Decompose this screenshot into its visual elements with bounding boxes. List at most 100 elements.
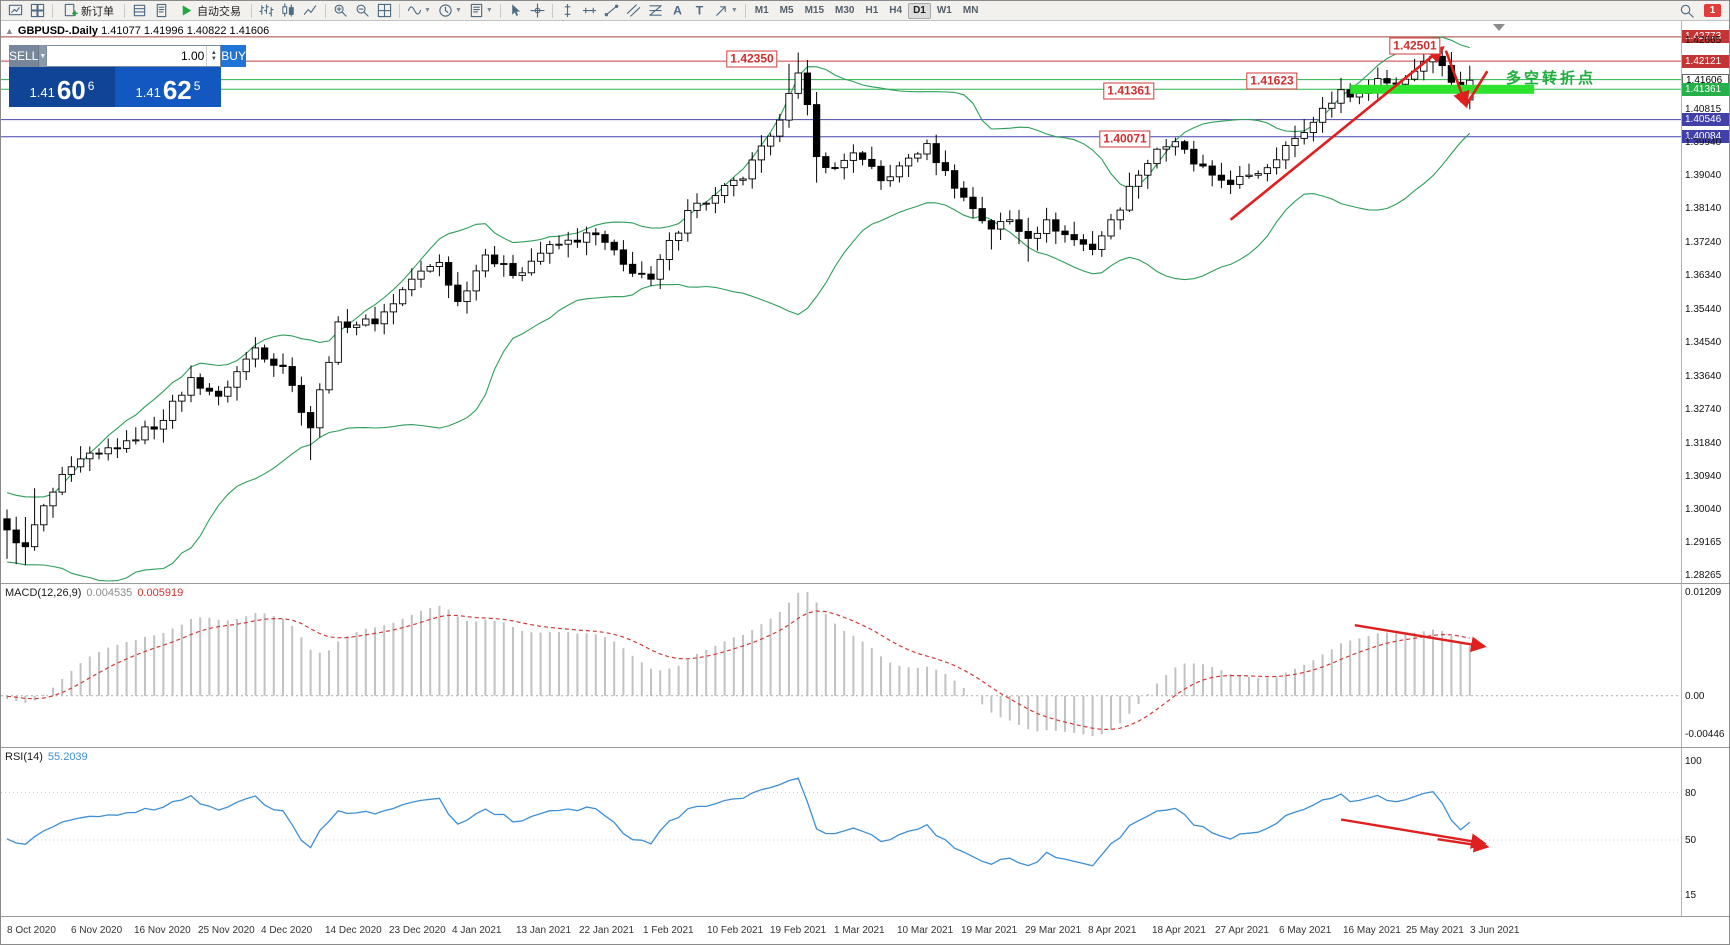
price-callout-label[interactable]: 1.42501 [1389,37,1441,55]
price-callout-label[interactable]: 1.42350 [726,50,778,68]
price-tick: 1.30940 [1685,471,1722,482]
candle [711,195,720,204]
volume-input[interactable] [47,46,207,66]
candle [141,426,149,441]
templates-icon[interactable]: ▼ [466,2,496,20]
order-type-dropdown[interactable]: ▼ [38,45,47,67]
annotation-text[interactable]: 多空转折点 [1506,70,1597,87]
trend-arrow[interactable] [1464,70,1489,106]
timeframe-m5-button[interactable]: M5 [775,3,799,19]
macd-axis: 0.01209 0.00 -0.00446 [1681,584,1729,747]
price-callout-label[interactable]: 1.41361 [1103,82,1155,100]
date-label: 13 Jan 2021 [516,925,572,936]
rsi-pane[interactable]: RSI(14) 55.2039 100 80 50 15 [1,747,1729,916]
price-tick: 1.28265 [1685,570,1722,581]
price-callout-label[interactable]: 1.40071 [1099,130,1151,148]
date-label: 3 Jun 2021 [1470,925,1520,936]
macd-trend-arrow[interactable] [1354,624,1487,653]
candle [1318,107,1327,123]
price-level-badge: 1.40084 [1682,130,1729,143]
date-label: 10 Feb 2021 [707,925,764,936]
candle [1190,148,1198,165]
tile-windows-icon[interactable] [27,2,48,20]
candle [1116,209,1124,221]
periods-icon[interactable]: ▼ [435,2,465,20]
indicators-icon[interactable]: ▼ [404,2,434,20]
candle [1236,175,1244,185]
autotrading-button[interactable]: 自动交易 [173,2,247,20]
candle [1024,230,1032,239]
date-label: 8 Apr 2021 [1088,925,1137,936]
buy-price[interactable]: 1.41 62 5 [115,67,221,107]
zoom-in-icon[interactable] [330,2,351,20]
rsi-trend-arrow[interactable] [1340,818,1487,849]
price-level-badge: 1.40546 [1682,113,1729,126]
channel-icon[interactable] [623,2,644,20]
text-tool-icon[interactable]: A [667,2,688,20]
chart-window-icon[interactable] [5,2,26,20]
data-window-icon[interactable] [151,2,172,20]
timeframe-w1-button[interactable]: W1 [932,3,957,19]
toolbar-buttons: 新订单 自动交易 ▼ ▼ ▼ A T ▼ M1 M5 M15 M30 H1 H4 D1 W1 MN [5,1,983,20]
vertical-line-icon[interactable] [557,2,578,20]
candle-chart-icon[interactable] [278,2,299,20]
candle [316,389,324,429]
date-label: 25 Nov 2020 [198,925,255,936]
timeframe-h1-button[interactable]: H1 [860,3,883,19]
rsi-tick: 100 [1685,756,1702,767]
line-chart-icon[interactable] [300,2,321,20]
rsi-tick: 15 [1685,890,1697,901]
candle [720,185,729,197]
zoom-out-icon[interactable] [352,2,373,20]
arrows-tool-icon[interactable]: ▼ [711,2,741,20]
timeframe-m1-button[interactable]: M1 [750,3,774,19]
cursor-icon[interactable] [505,2,526,20]
date-axis: 8 Oct 2020 6 Nov 2020 16 Nov 2020 25 Nov 20… [1,916,1729,944]
candle [362,318,370,326]
search-icon[interactable] [1673,1,1699,21]
label-tool-icon[interactable]: T [689,2,710,20]
candle [914,153,922,159]
volume-spinner[interactable]: ▲ ▼ [206,46,220,66]
trend-arrow[interactable] [1444,50,1470,109]
candle [426,266,434,272]
trendline-icon[interactable] [601,2,622,20]
auto-arrange-icon[interactable] [374,2,395,20]
chart-shift-marker[interactable] [1493,24,1505,31]
notification-badge[interactable]: 1 [1704,4,1721,17]
sell-button[interactable]: SELL [9,45,39,67]
timeframe-m15-button[interactable]: M15 [800,3,829,19]
timeframe-d1-button[interactable]: D1 [908,2,931,19]
rsi-chart[interactable] [1,748,1684,916]
timeframe-m30-button[interactable]: M30 [830,3,859,19]
support-zone-highlight[interactable] [1350,84,1535,94]
candlestick-chart[interactable] [1,21,1684,583]
trend-arrow[interactable] [1229,45,1445,221]
timeframe-h4-button[interactable]: H4 [884,3,907,19]
candle [628,263,637,274]
candle [490,254,499,265]
sell-price[interactable]: 1.41 60 6 [9,67,115,107]
candle [555,243,563,246]
candle [674,232,683,241]
crosshair-icon[interactable] [527,2,548,20]
fibonacci-icon[interactable] [645,2,666,20]
toolbar-separator [325,3,326,18]
price-chart-pane[interactable]: ▲ GBPUSD-.Daily 1.41077 1.41996 1.40822 1… [1,21,1729,583]
macd-pane[interactable]: MACD(12,26,9) 0.004535 0.005919 0.01209 0.0… [1,583,1729,747]
bar-chart-icon[interactable] [256,2,277,20]
timeframe-mn-button[interactable]: MN [958,3,984,19]
price-callout-label[interactable]: 1.41623 [1246,72,1298,90]
toolbar-separator [52,3,53,18]
macd-chart[interactable] [1,584,1684,747]
horizontal-line-icon[interactable] [579,2,600,20]
buy-button[interactable]: BUY [221,45,246,67]
collapse-arrow-icon[interactable]: ▲ [5,26,14,36]
market-depth-icon[interactable] [129,2,150,20]
date-label: 19 Feb 2021 [770,925,827,936]
rsi-trend-arrow[interactable] [1437,837,1490,853]
candle [463,290,471,302]
candle [776,119,784,137]
date-label: 6 May 2021 [1279,925,1332,936]
new-order-button[interactable]: 新订单 [57,2,120,20]
